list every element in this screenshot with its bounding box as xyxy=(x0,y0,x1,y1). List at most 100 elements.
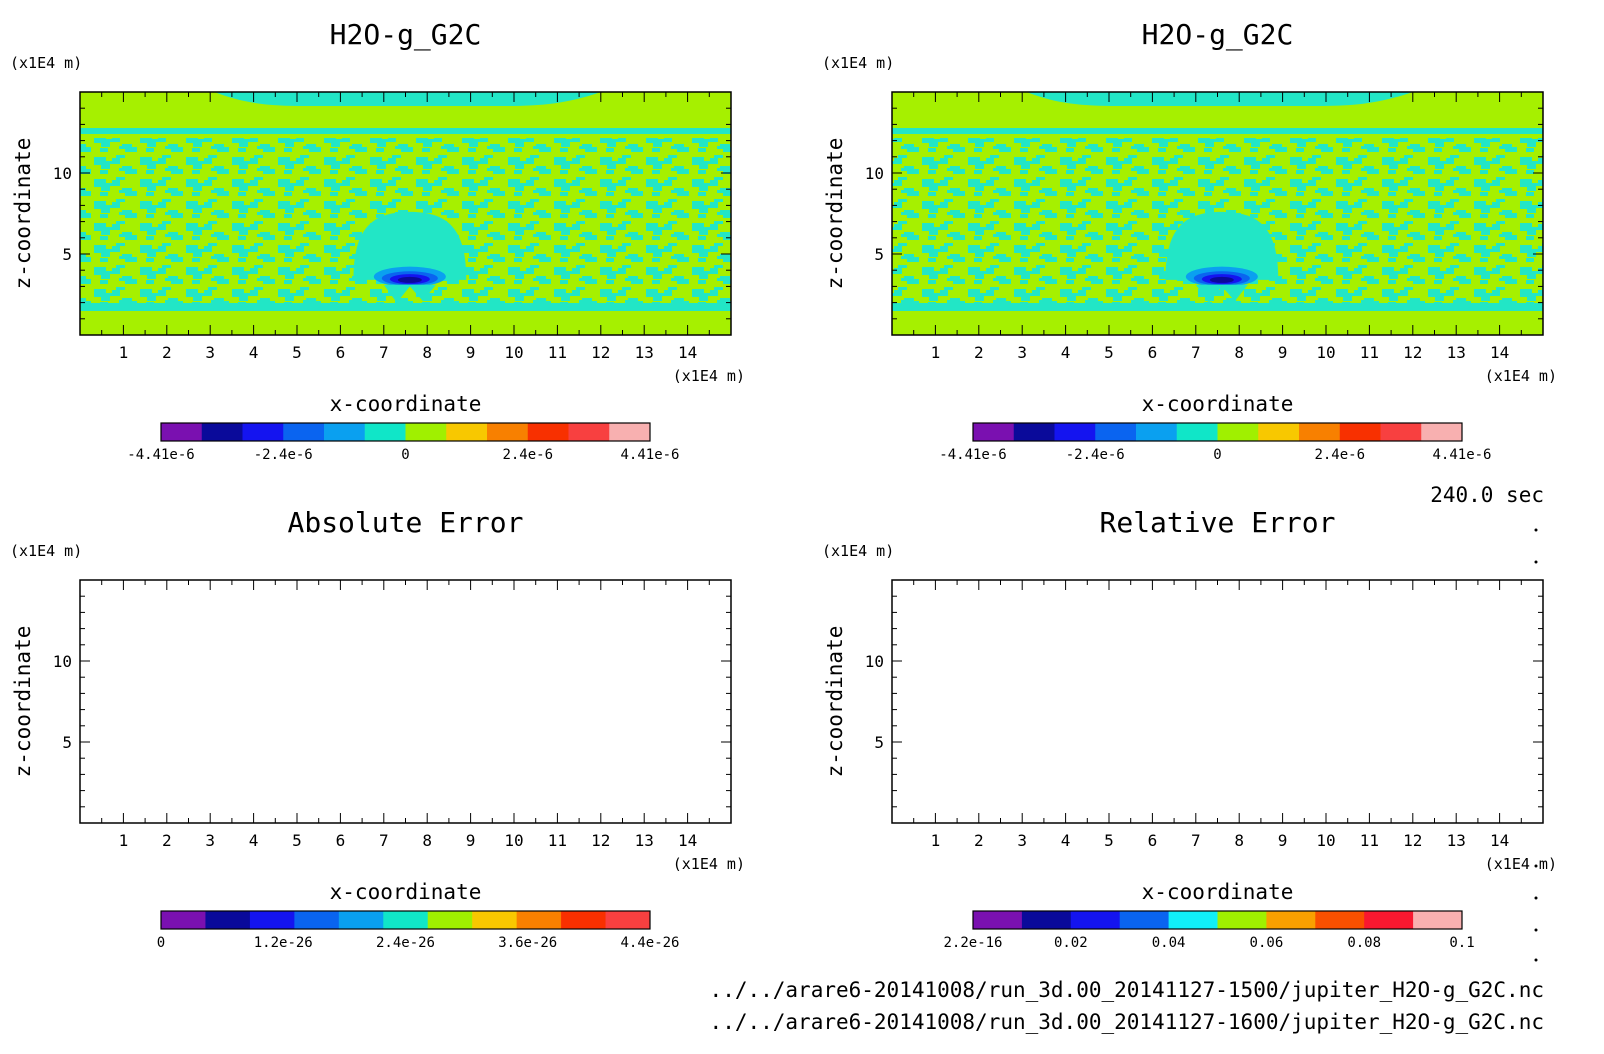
x-tick-label: 14 xyxy=(678,343,697,362)
x-tick-label: 8 xyxy=(1234,831,1244,850)
colorbar-label: 2.4e-6 xyxy=(502,447,553,463)
colorbar-label: 2.2e-16 xyxy=(943,935,1002,951)
colorbar-swatch xyxy=(1021,911,1072,929)
x-unit-label: (x1E4 m) xyxy=(1485,855,1557,873)
x-tick-label: 6 xyxy=(336,343,346,362)
x-tick-label: 2 xyxy=(162,831,172,850)
colorbar-swatch xyxy=(1380,423,1422,441)
colorbar-swatch xyxy=(1413,911,1463,929)
x-unit-label: (x1E4 m) xyxy=(673,367,745,385)
x-axis-label: x-coordinate xyxy=(1142,880,1294,904)
colorbar-swatch xyxy=(1258,423,1300,441)
colorbar-swatch xyxy=(383,911,429,929)
footer-line-2: ../../arare6-20141008/run_3d.00_20141127… xyxy=(710,1010,1544,1034)
colorbar-swatch xyxy=(1054,423,1096,441)
y-tick-label: 5 xyxy=(62,733,72,752)
y-tick-label: 10 xyxy=(865,164,884,183)
x-tick-label: 10 xyxy=(504,343,523,362)
x-tick-label: 6 xyxy=(1148,831,1158,850)
colorbar-label: 0.1 xyxy=(1449,935,1474,951)
x-tick-label: 4 xyxy=(1061,343,1071,362)
colorbar: 2.2e-16 0.02 0.04 0.06 0.08 0.1 xyxy=(943,910,1475,951)
colorbar-label: -2.4e-6 xyxy=(1066,447,1125,463)
colorbar-swatch xyxy=(324,423,366,441)
colorbar-label: 4.41e-6 xyxy=(620,447,679,463)
x-tick-label: 9 xyxy=(1278,831,1288,850)
x-tick-label: 4 xyxy=(1061,831,1071,850)
colorbar-swatch xyxy=(1364,911,1414,929)
x-tick-label: 3 xyxy=(1017,343,1027,362)
x-tick-label: 3 xyxy=(205,831,215,850)
y-unit-label: (x1E4 m) xyxy=(822,54,894,72)
colorbar-swatch xyxy=(294,911,340,929)
colorbar-swatch xyxy=(568,423,610,441)
colorbar-swatch xyxy=(446,423,488,441)
colorbar-label: -4.41e-6 xyxy=(127,447,194,463)
y-tick-label: 10 xyxy=(53,652,72,671)
x-tick-label: 10 xyxy=(1316,831,1335,850)
x-tick-label: 5 xyxy=(1104,343,1114,362)
colorbar-swatch xyxy=(1217,911,1267,929)
chart-title: Absolute Error xyxy=(287,506,523,539)
colorbar-swatch xyxy=(605,911,651,929)
x-tick-label: 12 xyxy=(1403,831,1422,850)
x-tick-label: 14 xyxy=(1490,343,1509,362)
x-tick-label: 3 xyxy=(205,343,215,362)
x-tick-label: 2 xyxy=(974,343,984,362)
x-tick-label: 10 xyxy=(504,831,523,850)
y-tick-label: 5 xyxy=(62,245,72,264)
x-tick-label: 4 xyxy=(249,831,259,850)
x-tick-label: 7 xyxy=(1191,343,1201,362)
colorbar-swatch xyxy=(201,423,243,441)
x-tick-label: 8 xyxy=(422,343,432,362)
colorbar-swatch xyxy=(205,911,251,929)
colorbar-swatch xyxy=(405,423,447,441)
x-tick-label: 7 xyxy=(379,343,389,362)
x-tick-label: 7 xyxy=(1191,831,1201,850)
colorbar-swatch xyxy=(973,423,1015,441)
colorbar-swatch xyxy=(427,911,473,929)
colorbar-swatch xyxy=(1095,423,1137,441)
y-tick-label: 10 xyxy=(53,164,72,183)
colorbar-label: 0.06 xyxy=(1250,935,1284,951)
footer-line-1: ../../arare6-20141008/run_3d.00_20141127… xyxy=(710,978,1544,1002)
plot-frame xyxy=(891,579,1544,824)
colorbar-swatch xyxy=(1339,423,1381,441)
colorbar-swatch xyxy=(1136,423,1178,441)
y-unit-label: (x1E4 m) xyxy=(10,542,82,560)
colorbar-swatch xyxy=(516,911,562,929)
colorbar-swatch xyxy=(161,423,203,441)
colorbar-swatch xyxy=(364,423,406,441)
y-axis-label: z-coordinate xyxy=(11,626,35,778)
plot-frame xyxy=(79,579,732,824)
colorbar: -4.41e-6 -2.4e-6 0 2.4e-6 4.41e-6 xyxy=(939,422,1492,463)
colorbar-swatch xyxy=(161,911,206,929)
x-tick-label: 6 xyxy=(1148,343,1158,362)
margin-dots xyxy=(1534,528,1538,962)
chart-panel-3: Absolute Error(x1E4 m)1 2 3 4 5 6 7 8 9 10 11 12 13 1… xyxy=(10,506,745,951)
colorbar-label: 4.41e-6 xyxy=(1432,447,1491,463)
colorbar-label: 2.4e-26 xyxy=(376,935,435,951)
colorbar-swatch xyxy=(472,911,518,929)
colorbar: 0 1.2e-26 2.4e-26 3.6e-26 4.4e-26 xyxy=(157,910,680,951)
colorbar: -4.41e-6 -2.4e-6 0 2.4e-6 4.41e-6 xyxy=(127,422,680,463)
x-tick-label: 1 xyxy=(119,831,129,850)
x-tick-label: 11 xyxy=(1360,343,1379,362)
x-tick-label: 5 xyxy=(292,343,302,362)
x-tick-label: 11 xyxy=(548,831,567,850)
x-tick-label: 2 xyxy=(974,831,984,850)
colorbar-swatch xyxy=(1421,423,1463,441)
time-label: 240.0 sec xyxy=(1430,483,1544,507)
x-tick-label: 8 xyxy=(422,831,432,850)
x-tick-label: 8 xyxy=(1234,343,1244,362)
x-unit-label: (x1E4 m) xyxy=(673,855,745,873)
colorbar-swatch xyxy=(487,423,529,441)
colorbar-swatch xyxy=(1315,911,1365,929)
colorbar-swatch xyxy=(1119,911,1170,929)
colorbar-swatch xyxy=(561,911,607,929)
contour-field xyxy=(80,92,731,335)
colorbar-swatch xyxy=(1299,423,1341,441)
colorbar-swatch xyxy=(283,423,325,441)
y-tick-label: 5 xyxy=(874,733,884,752)
x-axis-label: x-coordinate xyxy=(330,392,482,416)
